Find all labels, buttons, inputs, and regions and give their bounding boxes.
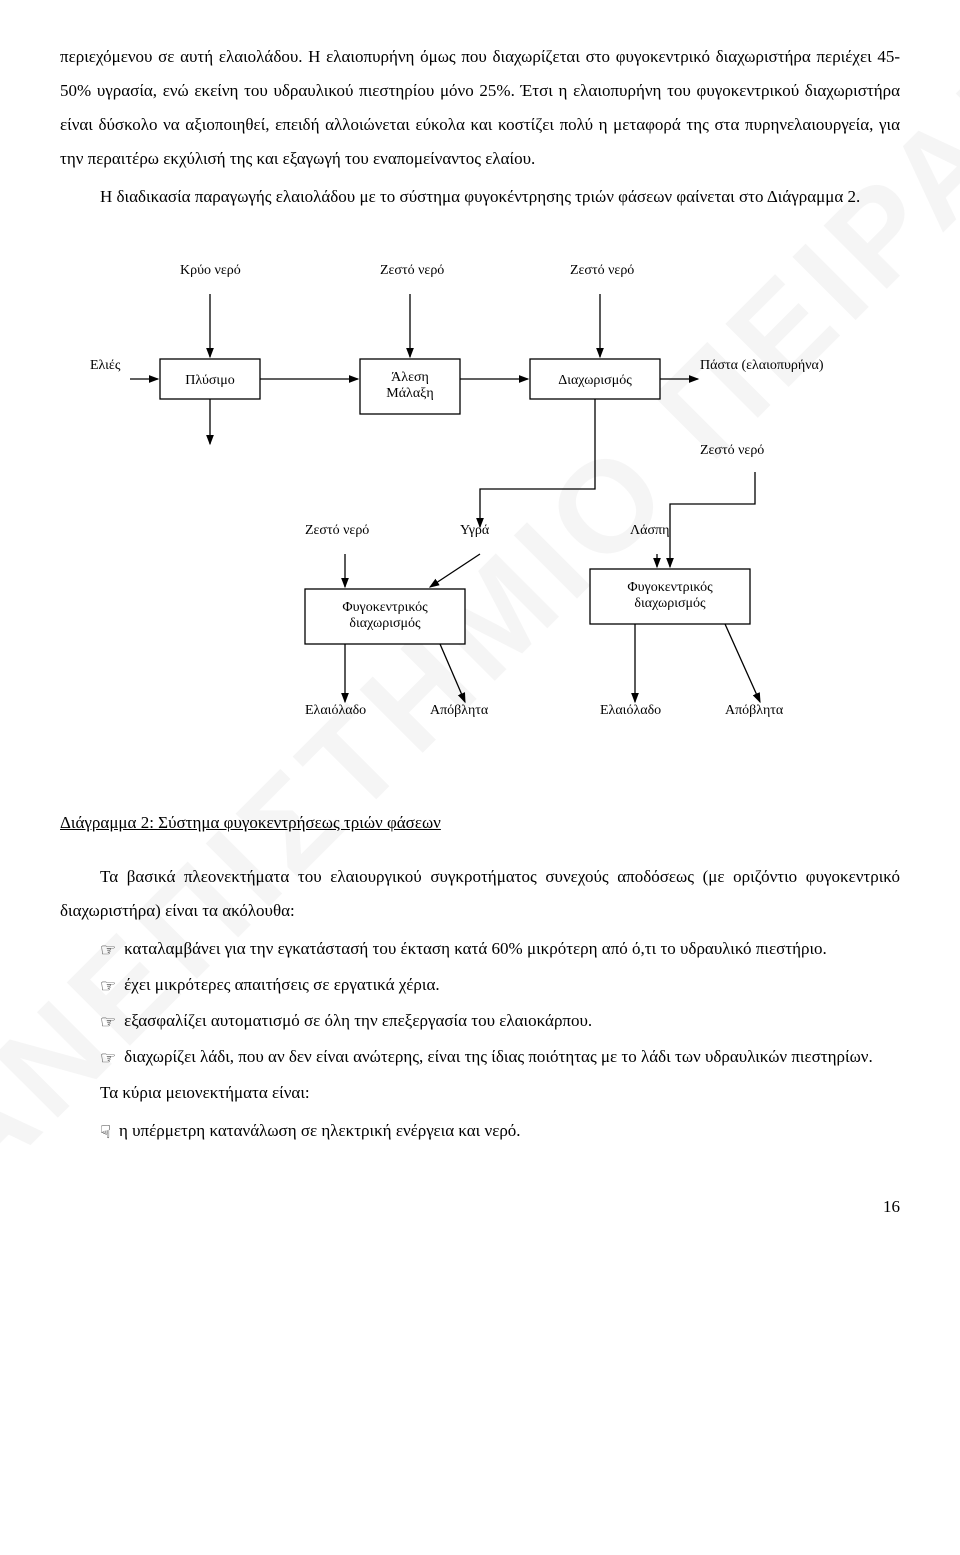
svg-text:Υγρά: Υγρά bbox=[460, 523, 490, 538]
svg-text:Απόβλητα: Απόβλητα bbox=[430, 703, 489, 718]
paragraph-1: περιεχόμενου σε αυτή ελαιολάδου. Η ελαιο… bbox=[60, 40, 900, 176]
paragraph-4: Τα κύρια μειονεκτήματα είναι: bbox=[60, 1076, 900, 1110]
page-number: 16 bbox=[60, 1190, 900, 1224]
bullet-5: ☟ η υπέρμετρη κατανάλωση σε ηλεκτρική εν… bbox=[60, 1114, 900, 1150]
paragraph-2: Η διαδικασία παραγωγής ελαιολάδου με το … bbox=[60, 180, 900, 214]
svg-text:Ζεστό νερό: Ζεστό νερό bbox=[700, 443, 764, 458]
svg-text:Ζεστό νερό: Ζεστό νερό bbox=[305, 523, 369, 538]
diagram-caption: Διάγραμμα 2: Σύστημα φυγοκεντρήσεως τριώ… bbox=[60, 806, 900, 840]
svg-text:Απόβλητα: Απόβλητα bbox=[725, 703, 784, 718]
svg-text:Πάστα (ελαιοπυρήνα): Πάστα (ελαιοπυρήνα) bbox=[700, 358, 824, 373]
hand-icon: ☞ bbox=[100, 1040, 116, 1076]
flow-diagram: Κρύο νερό Ζεστό νερό Ζεστό νερό Ελιές Πλύσιμ… bbox=[60, 254, 900, 766]
svg-text:Φυγοκεντρικόςδιαχωρισμός: Φυγοκεντρικόςδιαχωρισμός bbox=[342, 600, 428, 631]
bullet-4: ☞ διαχωρίζει λάδι, που αν δεν είναι ανώτ… bbox=[60, 1040, 900, 1076]
hand-icon: ☞ bbox=[100, 932, 116, 968]
svg-text:Κρύο νερό: Κρύο νερό bbox=[180, 263, 241, 278]
diagram-svg: Κρύο νερό Ζεστό νερό Ζεστό νερό Ελιές Πλύσιμ… bbox=[60, 254, 880, 754]
hand-down-icon: ☟ bbox=[100, 1114, 111, 1150]
bullet-1: ☞ καταλαμβάνει για την εγκατάστασή του έ… bbox=[60, 932, 900, 968]
svg-text:Φυγοκεντρικόςδιαχωρισμός: Φυγοκεντρικόςδιαχωρισμός bbox=[627, 580, 713, 611]
svg-text:Πλύσιμο: Πλύσιμο bbox=[185, 373, 234, 388]
svg-text:ΆλεσηΜάλαξη: ΆλεσηΜάλαξη bbox=[386, 370, 433, 401]
bullet-2-text: έχει μικρότερες απαιτήσεις σε εργατικά χ… bbox=[124, 968, 900, 1002]
bullet-5-text: η υπέρμετρη κατανάλωση σε ηλεκτρική ενέρ… bbox=[119, 1114, 900, 1148]
bullet-4-text: διαχωρίζει λάδι, που αν δεν είναι ανώτερ… bbox=[124, 1040, 900, 1074]
bullet-2: ☞ έχει μικρότερες απαιτήσεις σε εργατικά… bbox=[60, 968, 900, 1004]
bullet-3: ☞ εξασφαλίζει αυτοματισμό σε όλη την επε… bbox=[60, 1004, 900, 1040]
svg-text:Ελαιόλαδο: Ελαιόλαδο bbox=[305, 703, 366, 718]
bullet-1-text: καταλαμβάνει για την εγκατάστασή του έκτ… bbox=[124, 932, 900, 966]
svg-text:Ζεστό νερό: Ζεστό νερό bbox=[570, 263, 634, 278]
svg-text:Ελιές: Ελιές bbox=[90, 358, 121, 373]
svg-text:Ελαιόλαδο: Ελαιόλαδο bbox=[600, 703, 661, 718]
hand-icon: ☞ bbox=[100, 968, 116, 1004]
svg-text:Ζεστό νερό: Ζεστό νερό bbox=[380, 263, 444, 278]
bullet-3-text: εξασφαλίζει αυτοματισμό σε όλη την επεξε… bbox=[124, 1004, 900, 1038]
svg-text:Λάσπη: Λάσπη bbox=[630, 523, 669, 538]
paragraph-3: Τα βασικά πλεονεκτήματα του ελαιουργικού… bbox=[60, 860, 900, 928]
hand-icon: ☞ bbox=[100, 1004, 116, 1040]
svg-text:Διαχωρισμός: Διαχωρισμός bbox=[558, 373, 632, 388]
